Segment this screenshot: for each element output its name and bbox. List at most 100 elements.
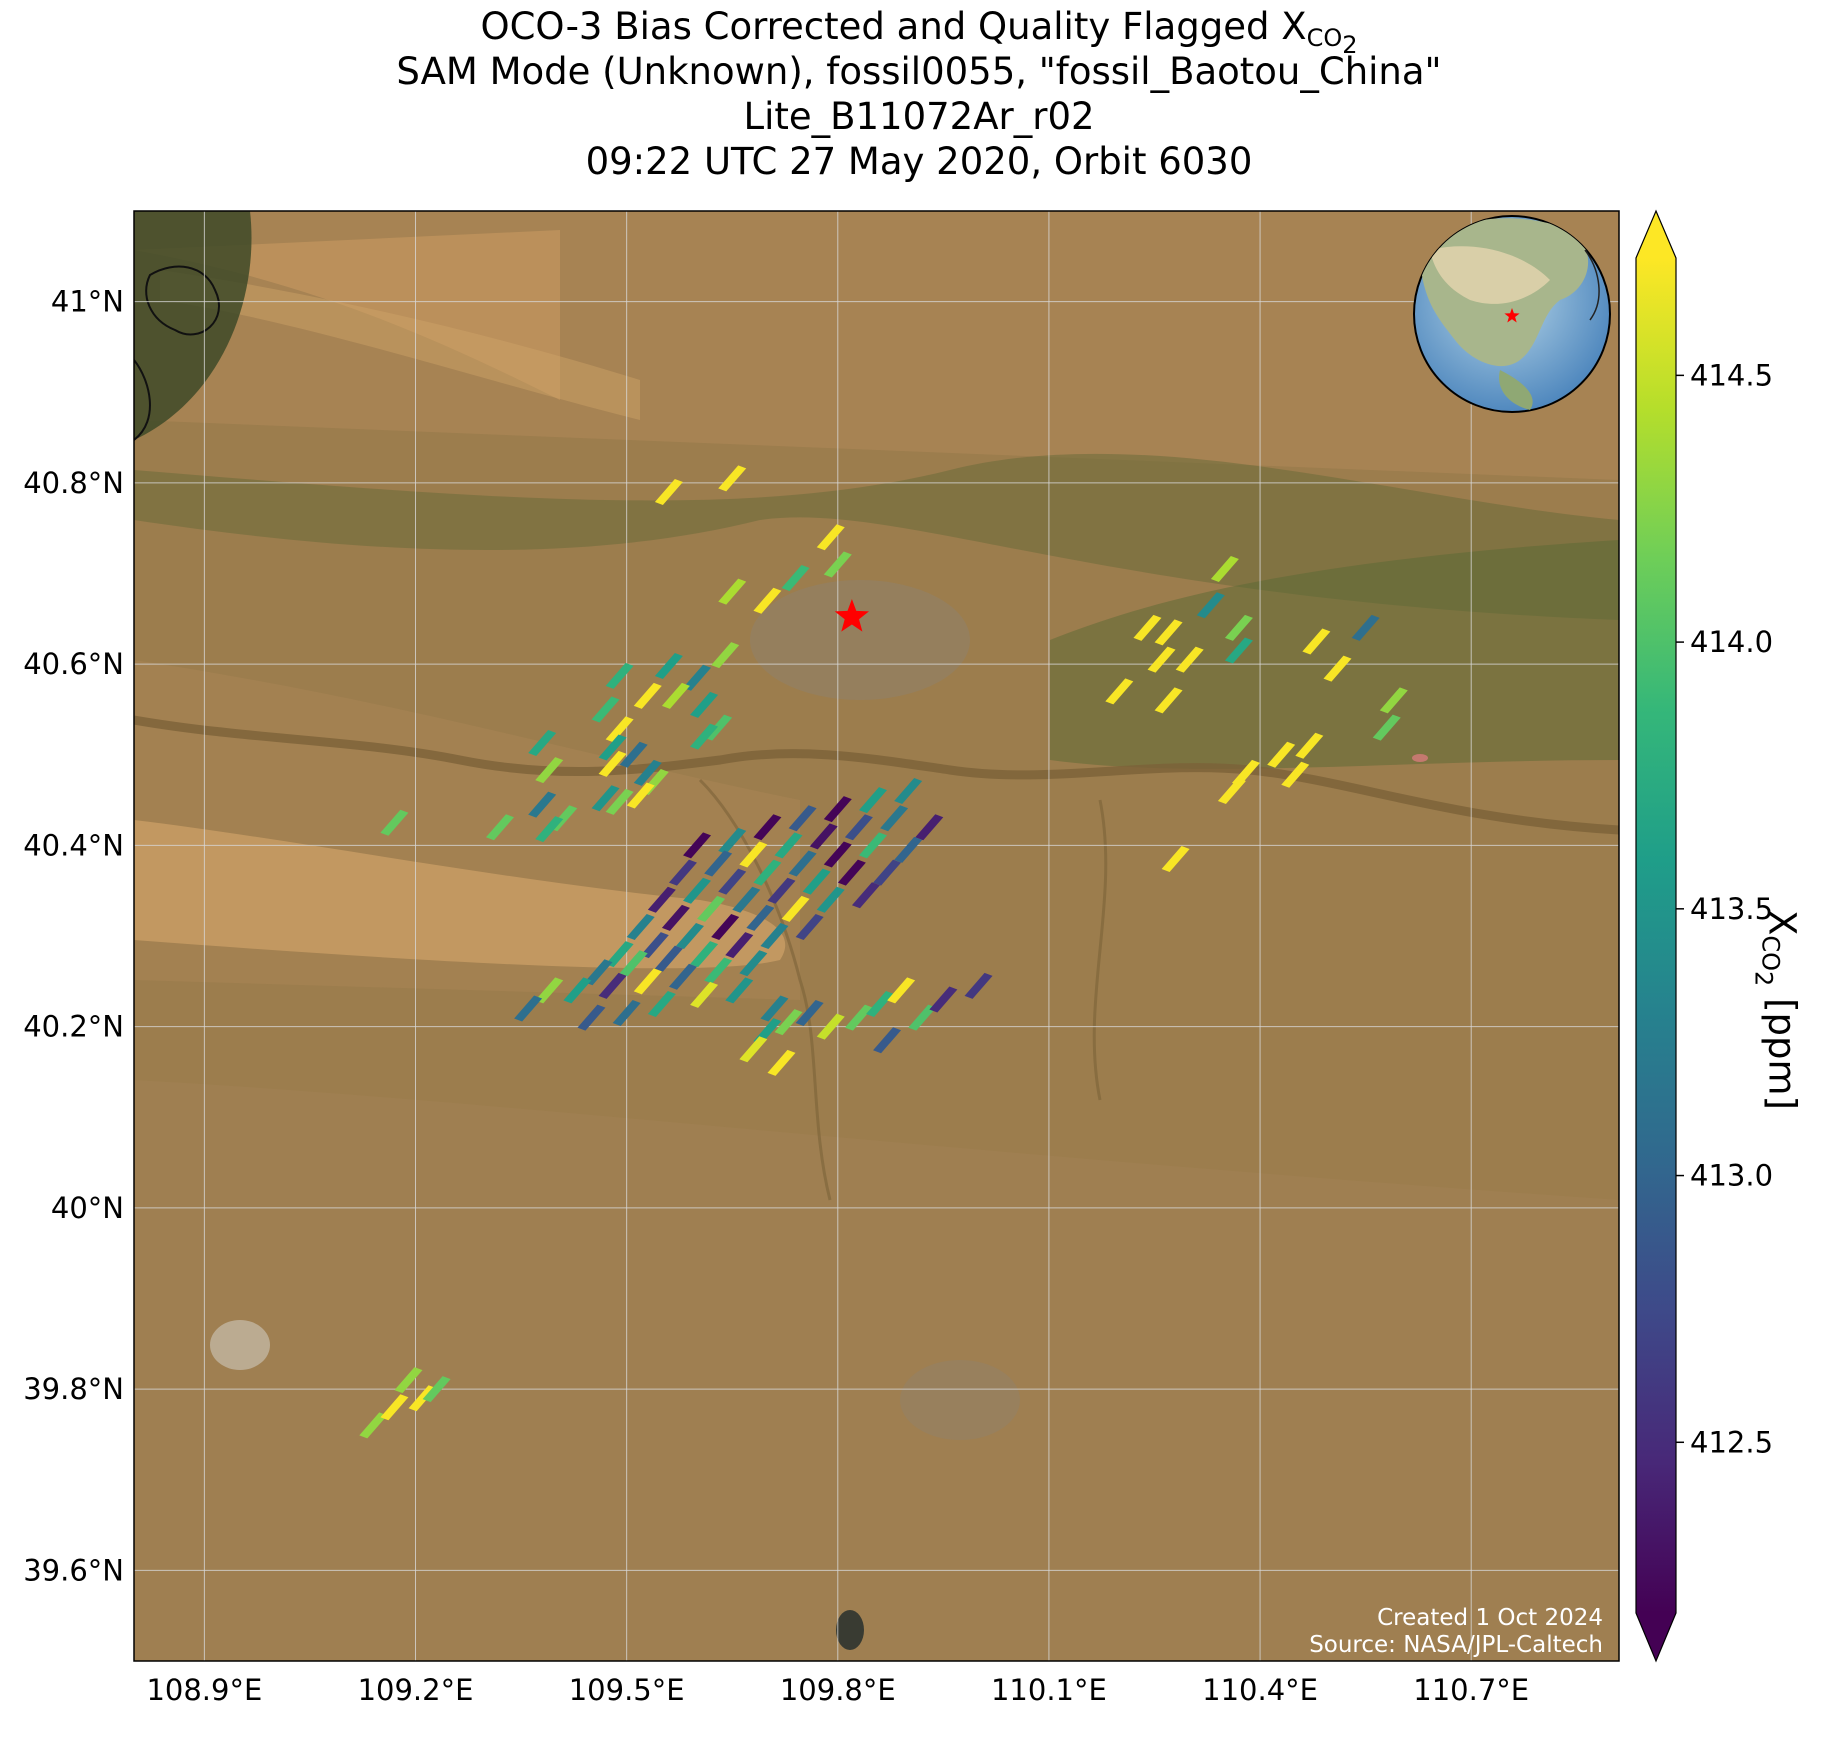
sounding-footprint [535, 977, 564, 1004]
sounding-footprint [767, 877, 796, 904]
sounding-footprint [809, 823, 838, 850]
colorbar-tick-label: 413.5 [1690, 892, 1773, 926]
sounding-footprint [837, 859, 866, 886]
inset-globe [1413, 215, 1611, 413]
sounding-footprint [626, 913, 655, 940]
lat-tick-label: 40°N [51, 1191, 124, 1225]
title-line-1: OCO-3 Bias Corrected and Quality Flagged… [480, 5, 1358, 59]
sounding-footprint [823, 841, 852, 868]
sounding-footprint [584, 959, 613, 986]
sounding-footprint [753, 814, 782, 841]
sounding-footprint [718, 578, 747, 605]
sounding-footprint [605, 662, 634, 689]
lat-tick-label: 39.6°N [23, 1553, 124, 1587]
sounding-footprint [647, 886, 676, 913]
sounding-footprint [894, 778, 923, 804]
sounding-footprint [633, 759, 662, 786]
sounding-footprint [711, 913, 740, 940]
sounding-footprint [668, 859, 697, 886]
sounding-footprint [619, 741, 648, 768]
sounding-footprint [359, 1412, 388, 1439]
sounding-footprint [1267, 741, 1296, 768]
colorbar-ticks: 412.5 413.0 413.5 414.0 414.5 [1676, 358, 1773, 1459]
colorbar-tick-label: 413.0 [1690, 1159, 1773, 1193]
sounding-footprint [788, 805, 817, 832]
sounding-footprint [795, 1000, 824, 1027]
sounding-footprint [535, 816, 564, 843]
sounding-footprint [1210, 555, 1239, 582]
sounding-footprint [654, 478, 683, 505]
sounding-footprint [739, 841, 768, 868]
sounding-footprint [1154, 619, 1183, 646]
sounding-footprint [802, 868, 831, 895]
lat-tick-label: 40.8°N [23, 466, 124, 500]
latitude-ticks: 41°N 40.8°N 40.6°N 40.4°N 40.2°N 40°N 39.8°N 39… [23, 285, 124, 1588]
sounding-footprint [781, 565, 810, 592]
sounding-footprint [563, 977, 592, 1004]
sounding-footprint [528, 791, 557, 818]
sounding-footprint [1351, 614, 1380, 641]
sounding-footprint [668, 963, 697, 990]
lat-tick-label: 40.2°N [23, 1010, 124, 1044]
sounding-footprint [528, 729, 557, 756]
sounding-footprint [485, 814, 514, 841]
sounding-footprint [380, 809, 409, 836]
sounding-footprint [760, 995, 789, 1022]
sounding-footprint [823, 551, 852, 578]
sounding-footprint [873, 859, 902, 886]
chart-title: OCO-3 Bias Corrected and Quality Flagged… [0, 4, 1838, 184]
credit-created: Created 1 Oct 2024 [1377, 1605, 1603, 1631]
sounding-footprint [633, 968, 662, 995]
sounding-footprint [753, 587, 782, 614]
colorbar: 412.5 413.0 413.5 414.0 414.5 [1635, 209, 1773, 1663]
sounding-footprint [598, 750, 627, 777]
colorbar-tick-label: 414.0 [1690, 625, 1773, 659]
lon-tick-label: 109.8°E [780, 1673, 896, 1707]
lon-tick-label: 108.9°E [146, 1673, 262, 1707]
sounding-footprint [858, 787, 887, 814]
sounding-footprint [718, 465, 747, 492]
sounding-footprint [598, 972, 627, 999]
title-line-4: 09:22 UTC 27 May 2020, Orbit 6030 [585, 140, 1253, 183]
target-star-icon [834, 599, 869, 632]
sounding-footprint [661, 682, 690, 709]
sounding-footprint [1302, 628, 1331, 655]
sounding-footprint [760, 923, 789, 949]
lat-tick-label: 40.4°N [23, 828, 124, 862]
sounding-footprint [683, 832, 712, 859]
sounding-footprint [1224, 614, 1253, 641]
sounding-footprint [866, 990, 895, 1017]
sounding-footprint [690, 723, 719, 750]
sounding-footprint [1224, 637, 1253, 664]
title-line-2: SAM Mode (Unknown), fossil0055, "fossil_… [396, 50, 1442, 93]
sounding-footprint [1133, 614, 1162, 641]
sounding-footprint [422, 1376, 451, 1403]
sounding-footprint [908, 1004, 937, 1031]
colorbar-max-extension [1636, 211, 1676, 258]
sounding-footprint [816, 524, 845, 551]
sounding-footprint [732, 886, 761, 913]
sounding-footprint [605, 716, 634, 743]
sounding-footprint [612, 1000, 641, 1027]
sounding-footprint [654, 945, 683, 972]
colorbar-tick-label: 414.5 [1690, 358, 1773, 392]
sounding-footprint [535, 757, 564, 784]
lon-tick-label: 109.2°E [358, 1673, 474, 1707]
sounding-footprint [844, 814, 873, 841]
satellite-basemap [134, 211, 1619, 1661]
sounding-footprint [1147, 646, 1176, 673]
sounding-footprint [774, 1009, 803, 1036]
sounding-footprint [774, 832, 803, 859]
sounding-footprint [1295, 732, 1324, 759]
sounding-footprint [816, 886, 845, 913]
sounding-footprint [858, 832, 887, 859]
sounding-footprint [844, 1004, 873, 1031]
colorbar-label: XCO2 [ppm] [1749, 910, 1804, 1110]
sounding-footprint [380, 1394, 409, 1421]
sounding-footprint [929, 986, 958, 1013]
colorbar-gradient [1636, 258, 1676, 1613]
sounding-footprint [394, 1367, 423, 1394]
lon-tick-label: 110.7°E [1413, 1673, 1529, 1707]
sounding-footprint [704, 850, 733, 877]
sounding-footprint [683, 664, 712, 691]
